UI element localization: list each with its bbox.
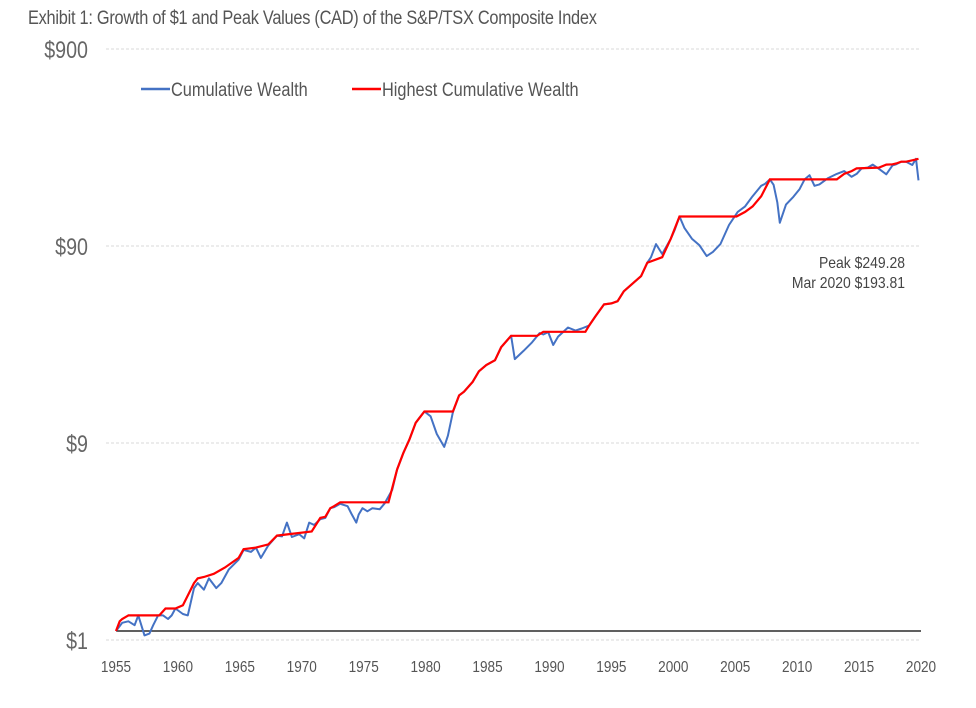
x-tick-label: 2010 [782, 659, 812, 676]
x-tick-label: 1955 [101, 659, 131, 676]
legend-item-highest-cumulative-wealth: Highest Cumulative Wealth [352, 79, 579, 100]
x-tick-label: 1970 [287, 659, 317, 676]
x-tick-label: 1990 [534, 659, 564, 676]
x-tick-label: 2000 [658, 659, 688, 676]
legend-label-cumulative-wealth: Cumulative Wealth [171, 79, 308, 100]
x-tick-label: 2005 [720, 659, 750, 676]
legend: Cumulative Wealth Highest Cumulative Wea… [141, 79, 579, 100]
legend-item-cumulative-wealth: Cumulative Wealth [141, 79, 308, 100]
x-tick-label: 2015 [844, 659, 874, 676]
x-tick-label: 1975 [349, 659, 379, 676]
y-axis-tick-labels: $1 $9 $90 $900 [44, 36, 88, 654]
x-tick-label: 1985 [472, 659, 502, 676]
y-tick-label: $900 [44, 36, 88, 63]
annotation-mar-2020: Mar 2020 $193.81 [792, 275, 905, 292]
x-tick-label: 1980 [411, 659, 441, 676]
annotation-peak: Peak $249.28 [819, 255, 905, 272]
x-tick-label: 1960 [163, 659, 193, 676]
y-tick-label: $1 [66, 627, 88, 654]
x-tick-label: 1965 [225, 659, 255, 676]
series-line-cumulative-wealth [115, 157, 920, 637]
series-line-highest-cumulative-wealth [114, 157, 919, 632]
gridlines [106, 48, 921, 641]
y-tick-label: $90 [55, 233, 88, 260]
chart-title: Exhibit 1: Growth of $1 and Peak Values … [28, 8, 597, 29]
x-tick-label: 1995 [596, 659, 626, 676]
x-tick-label: 2020 [906, 659, 936, 676]
y-tick-label: $9 [66, 430, 88, 457]
legend-label-highest-cumulative-wealth: Highest Cumulative Wealth [382, 79, 579, 100]
x-axis-tick-labels: 1955 1960 1965 1970 1975 1980 1985 1990 1995 2000… [101, 659, 936, 676]
